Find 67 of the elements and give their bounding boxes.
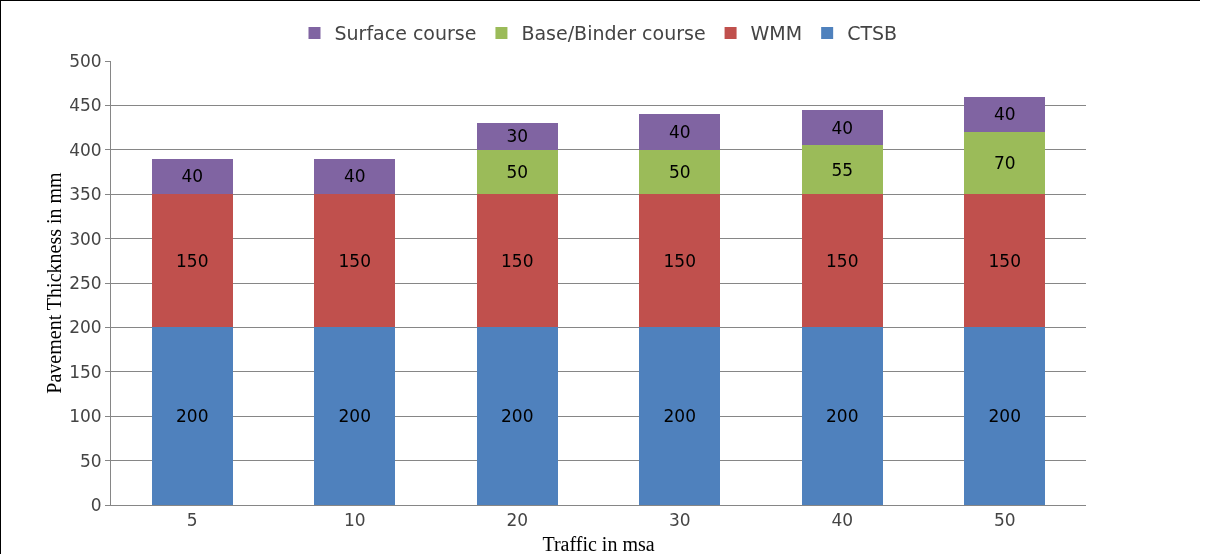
bar [476, 194, 558, 328]
bar [801, 109, 883, 146]
bar [151, 158, 233, 195]
data-label: 40 [668, 122, 691, 143]
data-label: 150 [338, 250, 371, 271]
data-label: 150 [988, 250, 1021, 271]
bar [801, 194, 883, 328]
y-tick-label: 0 [90, 494, 102, 515]
legend-label: Base/Binder course [521, 22, 706, 45]
bar [151, 327, 233, 505]
data-label: 200 [176, 406, 209, 427]
x-tick-label: 30 [668, 510, 691, 531]
y-tick-label: 350 [69, 184, 102, 205]
bar [639, 114, 721, 150]
data-label: 200 [501, 406, 534, 427]
bar [801, 327, 883, 505]
bar [964, 132, 1046, 195]
data-label: 150 [176, 250, 209, 271]
data-label: 40 [993, 104, 1016, 125]
y-tick-label: 400 [69, 139, 102, 160]
bar [639, 194, 721, 328]
bar [151, 194, 233, 328]
bar [314, 327, 396, 505]
data-label: 150 [663, 250, 696, 271]
data-label: 40 [343, 166, 366, 187]
data-label: 200 [338, 406, 371, 427]
data-label: 200 [663, 406, 696, 427]
y-tick-label: 200 [69, 317, 102, 338]
y-tick-label: 250 [69, 272, 102, 293]
data-label: 50 [668, 162, 691, 182]
legend-label: Surface course [334, 22, 477, 45]
x-tick-label: 5 [186, 510, 198, 531]
x-axis-title: Traffic in msa [542, 533, 655, 555]
bar [964, 194, 1046, 328]
bar [314, 158, 396, 195]
y-axis-title: Pavement Thickness in mm [43, 171, 65, 394]
data-label: 70 [993, 153, 1016, 174]
y-tick-label: 300 [69, 228, 102, 249]
legend-label: WMM [750, 22, 803, 45]
data-label: 40 [181, 166, 204, 187]
bar [314, 194, 396, 328]
data-label: 50 [506, 162, 529, 182]
y-tick-label: 50 [79, 450, 102, 471]
x-tick-label: 50 [993, 510, 1016, 531]
bar [639, 149, 721, 195]
bar [476, 149, 558, 195]
y-tick-label: 500 [69, 50, 102, 71]
data-label: 200 [826, 406, 859, 427]
data-label: 150 [501, 250, 534, 271]
bar [801, 145, 883, 195]
bar [964, 96, 1046, 133]
data-label: 30 [506, 126, 529, 147]
y-tick-label: 100 [69, 406, 102, 427]
data-label: 55 [831, 159, 854, 180]
bar [639, 327, 721, 505]
x-tick-label: 10 [343, 510, 366, 531]
bar [476, 327, 558, 505]
data-label: 200 [988, 406, 1021, 427]
x-tick-label: 20 [506, 510, 529, 531]
y-tick-label: 150 [69, 361, 102, 382]
bar [476, 123, 558, 150]
data-label: 40 [831, 117, 854, 138]
legend-label: CTSB [847, 22, 898, 45]
y-tick-label: 450 [69, 95, 102, 116]
data-label: 150 [826, 250, 859, 271]
bar [964, 327, 1046, 505]
x-tick-label: 40 [831, 510, 854, 531]
